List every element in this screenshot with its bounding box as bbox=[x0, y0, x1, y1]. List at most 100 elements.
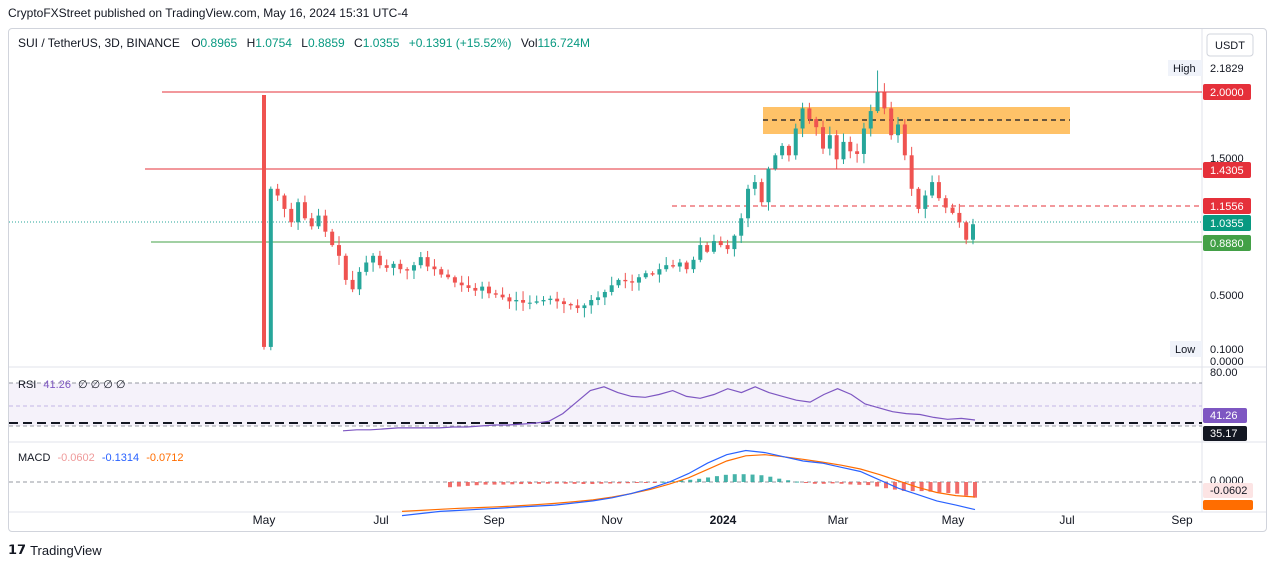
macd-histogram-bar bbox=[901, 482, 906, 491]
legend-line: SUI / TetherUS, 3D, BINANCE O0.8965 H1.0… bbox=[18, 36, 590, 50]
rsi-axis-value: 41.26 bbox=[1210, 410, 1238, 422]
macd-line bbox=[401, 449, 976, 517]
macd-histogram-bar bbox=[946, 482, 951, 494]
macd-histogram-bar bbox=[492, 482, 497, 485]
macd-axis-value: -0.0602 bbox=[1210, 485, 1247, 497]
macd-label: MACD bbox=[18, 452, 50, 464]
candle-body bbox=[405, 269, 410, 271]
rsi-axis-top: 80.00 bbox=[1210, 367, 1238, 379]
candle-body bbox=[527, 302, 532, 304]
legend-close-value: 1.0355 bbox=[363, 36, 400, 50]
candle-body bbox=[957, 212, 962, 223]
candle-body bbox=[705, 245, 710, 252]
candle-body bbox=[343, 255, 348, 280]
macd-histogram-bar bbox=[554, 482, 559, 484]
macd-histogram-bar bbox=[714, 476, 719, 482]
macd-histogram-bar bbox=[732, 474, 737, 482]
candle-body bbox=[677, 262, 682, 267]
macd-histogram-bar bbox=[830, 482, 835, 484]
candle-body bbox=[623, 279, 628, 282]
candle-body bbox=[350, 279, 355, 290]
low-value: 0.1000 bbox=[1210, 344, 1244, 356]
level-tag-1155 bbox=[1203, 198, 1251, 214]
candle-body bbox=[766, 168, 771, 203]
candle-body bbox=[377, 255, 382, 266]
rsi-value: 41.26 bbox=[43, 379, 71, 391]
candle-body bbox=[486, 286, 491, 294]
candle-body bbox=[596, 297, 601, 301]
rsi-axis-level: 35.17 bbox=[1210, 428, 1238, 440]
macd-histogram-bar bbox=[617, 482, 622, 484]
candle-body bbox=[514, 300, 519, 302]
publisher-credit: CryptoFXStreet published on TradingView.… bbox=[8, 6, 408, 20]
candle-body bbox=[780, 145, 785, 156]
time-label: Sep bbox=[483, 513, 505, 527]
candle-body bbox=[657, 269, 662, 275]
candle-body bbox=[582, 305, 587, 309]
candle-body bbox=[814, 119, 819, 128]
candle-body bbox=[930, 182, 935, 196]
macd-histogram-bar bbox=[599, 482, 604, 484]
macd-histogram-bar bbox=[634, 482, 639, 483]
candle-body bbox=[855, 151, 860, 154]
time-label: May bbox=[253, 513, 276, 527]
candle-body bbox=[882, 92, 887, 109]
level-value-0888: 0.8880 bbox=[1210, 238, 1244, 250]
macd-histogram-bar bbox=[777, 478, 782, 482]
macd-histogram-bar bbox=[474, 482, 479, 486]
macd-histogram-bar bbox=[750, 474, 755, 482]
macd-signal-tag bbox=[1203, 500, 1253, 510]
time-label: Nov bbox=[601, 513, 622, 527]
candle-body bbox=[643, 273, 648, 278]
candle-body bbox=[909, 155, 914, 189]
rsi-legend: RSI 41.26 ∅ ∅ ∅ ∅ bbox=[18, 379, 126, 391]
candle-body bbox=[834, 135, 839, 160]
candle-body bbox=[411, 265, 416, 271]
macd-histogram-bar bbox=[572, 482, 577, 484]
candle-body bbox=[432, 266, 437, 270]
macd-line-value: -0.1314 bbox=[102, 452, 139, 464]
macd-histogram-bar bbox=[688, 479, 693, 482]
legend-low-value: 0.8859 bbox=[308, 36, 345, 50]
macd-histogram-bar bbox=[536, 482, 541, 484]
legend-high-value: 1.0754 bbox=[255, 36, 292, 50]
candle-body bbox=[786, 145, 791, 156]
level-tag-0888 bbox=[1203, 235, 1251, 251]
candle-body bbox=[439, 269, 444, 275]
footer-brand[interactable]: 𝟭𝟳 TradingView bbox=[8, 542, 102, 558]
level-tag-2000 bbox=[1203, 84, 1251, 100]
macd-histogram-bar bbox=[590, 482, 595, 485]
macd-histogram-bar bbox=[643, 482, 648, 483]
macd-histogram-bar bbox=[768, 476, 773, 482]
macd-histogram-bar bbox=[964, 482, 969, 496]
candle-body bbox=[950, 207, 955, 213]
macd-histogram-bar bbox=[848, 482, 853, 485]
time-label: Jul bbox=[373, 513, 388, 527]
candle-body bbox=[534, 301, 539, 303]
candle-body bbox=[827, 135, 832, 149]
level-value-1155: 1.1556 bbox=[1210, 201, 1244, 213]
candle-body bbox=[752, 182, 757, 189]
candle-body bbox=[357, 271, 362, 290]
candle-body bbox=[548, 298, 553, 301]
candle-body bbox=[323, 215, 328, 232]
time-axis[interactable]: May Jul Sep Nov 2024 Mar May Jul Sep bbox=[253, 513, 1193, 527]
candle-body bbox=[302, 202, 307, 219]
candle-body bbox=[848, 141, 853, 152]
time-label-year: 2024 bbox=[710, 513, 737, 527]
candle-body bbox=[759, 182, 764, 203]
rsi-band bbox=[9, 383, 1202, 426]
currency-button[interactable] bbox=[1206, 33, 1254, 57]
macd-histogram-bar bbox=[706, 477, 711, 482]
macd-histogram-bar bbox=[741, 474, 746, 482]
currency-label: USDT bbox=[1215, 40, 1245, 52]
chart-frame bbox=[8, 28, 1267, 532]
candle-body bbox=[364, 262, 369, 272]
candle-body bbox=[521, 300, 526, 303]
candle-body bbox=[466, 285, 471, 288]
macd-histogram-bar bbox=[955, 482, 960, 494]
candle-body bbox=[807, 108, 812, 120]
candle-body bbox=[711, 241, 716, 252]
macd-histogram-bar bbox=[723, 474, 728, 482]
